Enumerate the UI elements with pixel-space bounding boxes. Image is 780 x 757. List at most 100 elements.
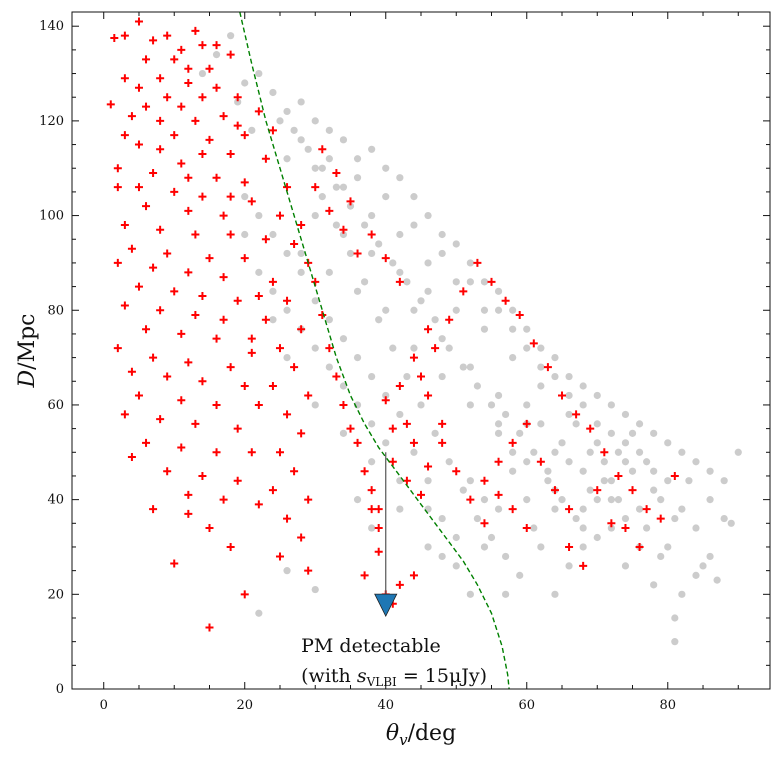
red-plus-point: [409, 353, 418, 362]
red-plus-point: [142, 102, 151, 111]
gray-point: [368, 145, 376, 153]
red-plus-point: [177, 329, 186, 338]
gray-point: [509, 448, 517, 456]
gray-point: [311, 297, 319, 305]
red-plus-point: [198, 471, 207, 480]
y-tick-label: 60: [47, 398, 64, 413]
red-plus-point: [261, 315, 270, 324]
red-plus-point: [142, 325, 151, 334]
gray-point: [339, 382, 348, 390]
red-plus-point: [275, 344, 284, 353]
gray-point: [558, 439, 566, 447]
gray-point: [671, 614, 679, 622]
red-plus-point: [417, 372, 425, 381]
gray-point: [431, 316, 439, 324]
red-plus-point: [409, 571, 418, 580]
red-plus-point: [290, 363, 299, 372]
gray-point: [523, 401, 531, 409]
detectability-curve: [239, 11, 510, 690]
red-plus-point: [184, 358, 193, 367]
gray-point: [445, 344, 453, 352]
gray-point: [720, 477, 728, 485]
red-plus-point: [487, 277, 496, 286]
gray-point: [664, 543, 672, 551]
red-plus-point: [226, 150, 235, 159]
red-plus-point: [134, 83, 143, 92]
gray-point: [396, 268, 404, 276]
red-plus-point: [205, 135, 214, 144]
gray-point: [473, 382, 482, 390]
gray-point: [692, 524, 700, 532]
red-plus-point: [226, 363, 235, 372]
red-plus-point: [656, 514, 665, 523]
gray-point: [537, 543, 545, 551]
gray-point: [551, 505, 559, 513]
gray-point: [241, 230, 249, 239]
red-plus-point: [494, 490, 503, 499]
red-plus-point: [367, 505, 376, 514]
y-tick-label: 80: [47, 303, 64, 318]
red-plus-point: [134, 17, 143, 26]
red-plus-point: [240, 254, 249, 263]
red-plus-point: [233, 93, 242, 102]
red-plus-point: [113, 258, 122, 267]
gray-point: [452, 240, 460, 248]
red-plus-point: [522, 524, 531, 533]
y-tick-label: 120: [39, 114, 64, 129]
gray-point: [283, 567, 291, 575]
gray-point: [579, 382, 587, 390]
gray-point: [720, 514, 728, 523]
red-plus-point: [212, 334, 221, 343]
red-plus-point: [290, 239, 299, 248]
red-plus-point: [191, 116, 200, 125]
gray-point: [628, 467, 637, 475]
gray-point: [297, 136, 305, 144]
gray-point: [269, 287, 277, 295]
gray-point: [494, 391, 503, 400]
gray-point: [494, 420, 503, 428]
red-plus-point: [170, 131, 179, 140]
gray-point: [614, 496, 623, 504]
red-plus-point: [240, 382, 249, 391]
red-plus-point: [184, 173, 193, 182]
gray-point: [417, 401, 425, 409]
red-plus-point: [226, 230, 235, 239]
red-plus-point: [198, 292, 207, 301]
red-plus-point: [113, 164, 122, 173]
red-plus-point: [297, 325, 306, 334]
red-plus-point: [191, 419, 200, 428]
gray-point: [438, 249, 446, 258]
gray-point: [255, 211, 263, 220]
gray-point: [643, 458, 651, 466]
red-plus-point: [325, 344, 334, 353]
red-plus-point: [529, 339, 538, 348]
gray-point: [664, 439, 672, 447]
gray-point: [650, 467, 658, 475]
gray-point: [614, 448, 623, 456]
red-plus-point: [395, 277, 404, 286]
gray-point: [382, 193, 390, 201]
red-plus-point: [339, 225, 348, 234]
gray-point: [368, 420, 376, 428]
red-plus-point: [149, 263, 158, 272]
red-plus-point: [424, 462, 433, 471]
red-plus-point: [670, 471, 679, 480]
series-red-plus-points: [106, 17, 679, 632]
red-plus-point: [205, 623, 214, 632]
gray-point: [360, 221, 369, 229]
red-plus-point: [254, 292, 263, 301]
gray-point: [678, 448, 686, 456]
gray-point: [283, 354, 291, 362]
red-plus-point: [275, 211, 284, 220]
gray-point: [466, 477, 474, 485]
red-plus-point: [240, 131, 249, 140]
red-plus-point: [268, 277, 277, 286]
gray-point: [276, 117, 284, 125]
red-plus-point: [438, 419, 447, 428]
red-plus-point: [586, 424, 595, 433]
red-plus-point: [149, 505, 158, 514]
red-plus-point: [212, 83, 221, 92]
y-tick-label: 100: [39, 209, 64, 224]
y-axis-title: D/Mpc: [15, 314, 40, 389]
red-plus-point: [120, 74, 129, 83]
